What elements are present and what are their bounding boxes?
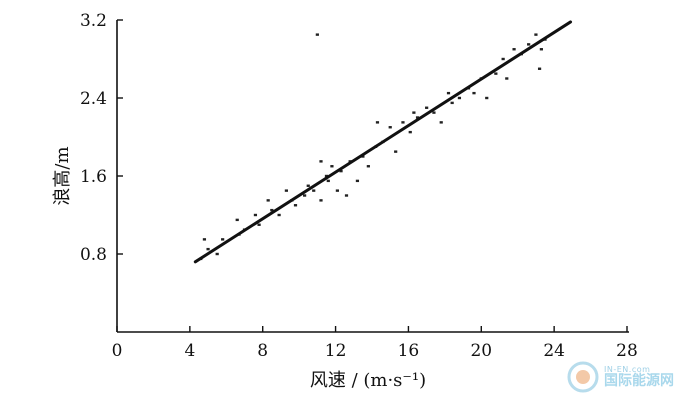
x-tick-label: 16 <box>398 341 420 361</box>
x-tick-label: 20 <box>470 341 492 361</box>
data-point <box>432 111 436 114</box>
x-tick-label: 12 <box>325 341 347 361</box>
data-point <box>326 179 330 183</box>
x-axis-title: 风速 / (m·s⁻¹) <box>310 370 426 391</box>
watermark-main: 国际能源网 <box>604 373 674 389</box>
y-ticks: 0.8 1.6 2.4 3.2 <box>80 11 123 265</box>
data-point <box>375 121 380 124</box>
data-point <box>235 218 239 222</box>
data-point <box>202 238 207 241</box>
data-point <box>361 155 365 158</box>
data-point <box>206 247 210 251</box>
data-point <box>450 101 454 105</box>
data-point <box>366 165 370 168</box>
x-tick-label: 8 <box>257 341 268 361</box>
watermark: IN-EN.com 国际能源网 <box>566 360 674 394</box>
data-point <box>312 189 316 192</box>
watermark-logo-icon <box>567 361 599 393</box>
data-point <box>344 194 349 197</box>
data-point <box>446 91 451 95</box>
x-tick-label: 4 <box>184 341 195 361</box>
y-tick-label: 2.4 <box>80 89 107 109</box>
fit-line <box>193 20 573 264</box>
y-tick-label: 0.8 <box>80 245 107 265</box>
x-tick-label: 0 <box>112 341 123 361</box>
y-tick-label: 3.2 <box>80 11 107 31</box>
data-point <box>537 67 542 70</box>
fit-line-group <box>193 20 573 264</box>
x-tick-label: 24 <box>543 341 565 361</box>
data-point <box>501 57 505 61</box>
data-point <box>253 213 258 217</box>
data-point <box>394 150 398 153</box>
data-point <box>293 204 298 207</box>
data-point <box>306 184 310 187</box>
data-point <box>270 208 274 212</box>
data-point <box>339 169 343 173</box>
x-ticks: 0 4 8 12 16 20 24 28 <box>112 326 638 361</box>
data-point <box>324 174 329 178</box>
data-point <box>457 96 462 100</box>
data-point <box>319 160 323 163</box>
data-point <box>221 238 225 241</box>
data-point <box>415 116 420 119</box>
data-point <box>408 130 412 134</box>
data-point <box>485 96 489 100</box>
data-point <box>412 111 416 114</box>
data-point <box>527 43 531 46</box>
data-point <box>215 252 219 256</box>
data-point <box>257 223 261 226</box>
y-tick-label: 1.6 <box>80 167 107 187</box>
data-point <box>303 194 307 197</box>
watermark-sub: IN-EN.com <box>604 365 651 374</box>
data-point <box>425 106 429 109</box>
data-point <box>335 189 339 192</box>
data-point <box>388 126 392 129</box>
y-axis-title: 浪高/m <box>52 146 73 205</box>
data-point <box>319 199 323 202</box>
data-point <box>439 121 443 124</box>
data-point <box>315 33 319 36</box>
data-point <box>505 77 509 80</box>
data-point <box>284 189 288 192</box>
data-point <box>401 121 405 124</box>
data-point <box>330 165 334 168</box>
data-point <box>472 91 476 95</box>
data-point <box>266 199 270 202</box>
data-point <box>277 213 281 217</box>
data-point <box>534 33 538 36</box>
data-point <box>494 72 498 75</box>
data-point <box>539 48 543 51</box>
data-point <box>512 48 516 51</box>
data-point <box>355 179 360 183</box>
x-tick-label: 28 <box>616 341 638 361</box>
